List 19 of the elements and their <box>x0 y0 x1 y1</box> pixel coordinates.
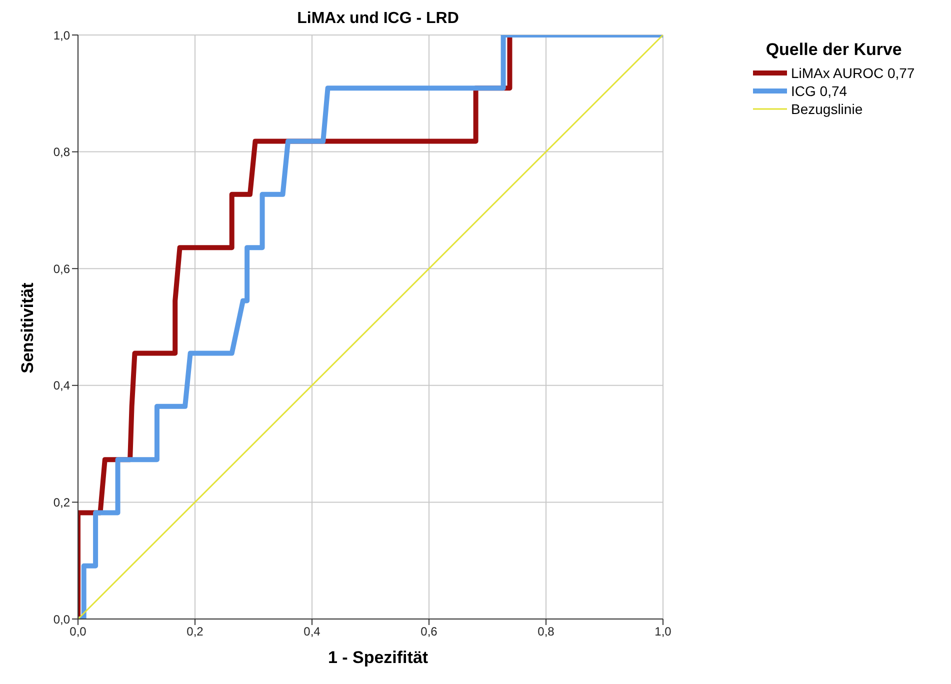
y-axis-title: Sensitivität <box>18 282 38 376</box>
y-tick-label: 0,4 <box>53 378 70 393</box>
x-tick-label: 1,0 <box>654 624 672 639</box>
x-tick-label: 0,8 <box>538 624 555 639</box>
x-tick-label: 0,2 <box>186 624 204 639</box>
x-tick-label: 0,0 <box>70 624 87 639</box>
legend-label: ICG 0,74 <box>791 83 848 99</box>
legend-title: Quelle der Kurve <box>764 40 903 60</box>
x-tick-label: 0,4 <box>304 624 321 639</box>
legend-label: LiMAx AUROC 0,77 <box>791 65 915 81</box>
x-axis-title: 1 - Spezifität <box>326 648 430 668</box>
y-tick-label: 0,8 <box>53 145 70 160</box>
y-tick-label: 1,0 <box>53 28 70 42</box>
x-tick-label: 0,6 <box>420 624 438 639</box>
y-tick-label: 0,0 <box>53 612 70 626</box>
y-tick-label: 0,2 <box>53 495 70 510</box>
legend-label: Bezugslinie <box>791 101 863 117</box>
y-tick-label: 0,6 <box>53 262 70 276</box>
chart-title: LiMAx und ICG - LRD <box>296 10 460 28</box>
